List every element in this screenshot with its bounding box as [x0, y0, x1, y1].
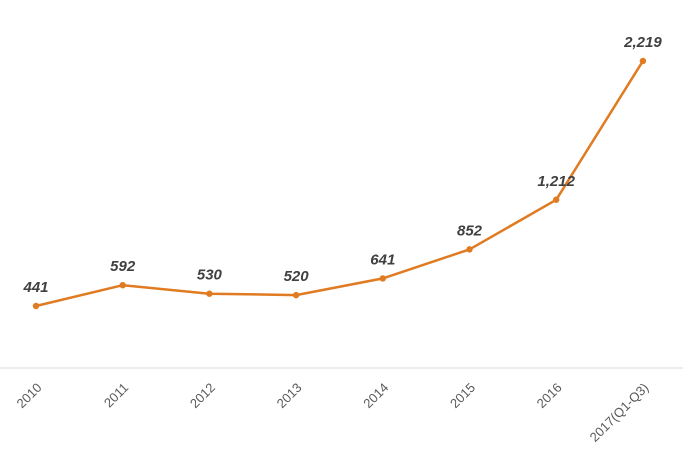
data-label: 852: [457, 222, 483, 239]
series-line: [35, 60, 644, 308]
data-point: [379, 275, 386, 282]
data-point: [639, 57, 647, 65]
x-tick-label: 2011: [101, 380, 131, 410]
tick-label-layer: 2010 2011 2012 2013 2014 2015 2016 2017(Q1-Q3): [13, 380, 651, 445]
x-tick-label: 2016: [534, 380, 565, 411]
x-tick-label: 2010: [13, 380, 44, 411]
x-tick-label: 2014: [360, 380, 391, 411]
data-label: 530: [197, 267, 223, 284]
series-layer: [32, 57, 647, 310]
x-tick-label: 2012: [187, 380, 218, 411]
data-label: 641: [370, 251, 395, 268]
data-label: 520: [284, 268, 310, 285]
data-point: [292, 291, 300, 299]
data-point: [553, 196, 560, 203]
data-label-layer: 441 592 530 520 641 852 1,212 2,219: [22, 34, 662, 296]
data-point: [466, 246, 473, 253]
data-point: [32, 302, 40, 310]
x-tick-label: 2017(Q1-Q3): [587, 380, 652, 445]
data-label: 2,219: [623, 34, 662, 51]
x-tick-label: 2013: [274, 380, 305, 411]
x-tick-label: 2015: [447, 380, 478, 411]
data-point: [119, 281, 126, 289]
data-label: 592: [110, 258, 136, 275]
data-label: 1,212: [537, 173, 575, 190]
data-label: 441: [22, 279, 48, 296]
data-point: [206, 290, 213, 297]
